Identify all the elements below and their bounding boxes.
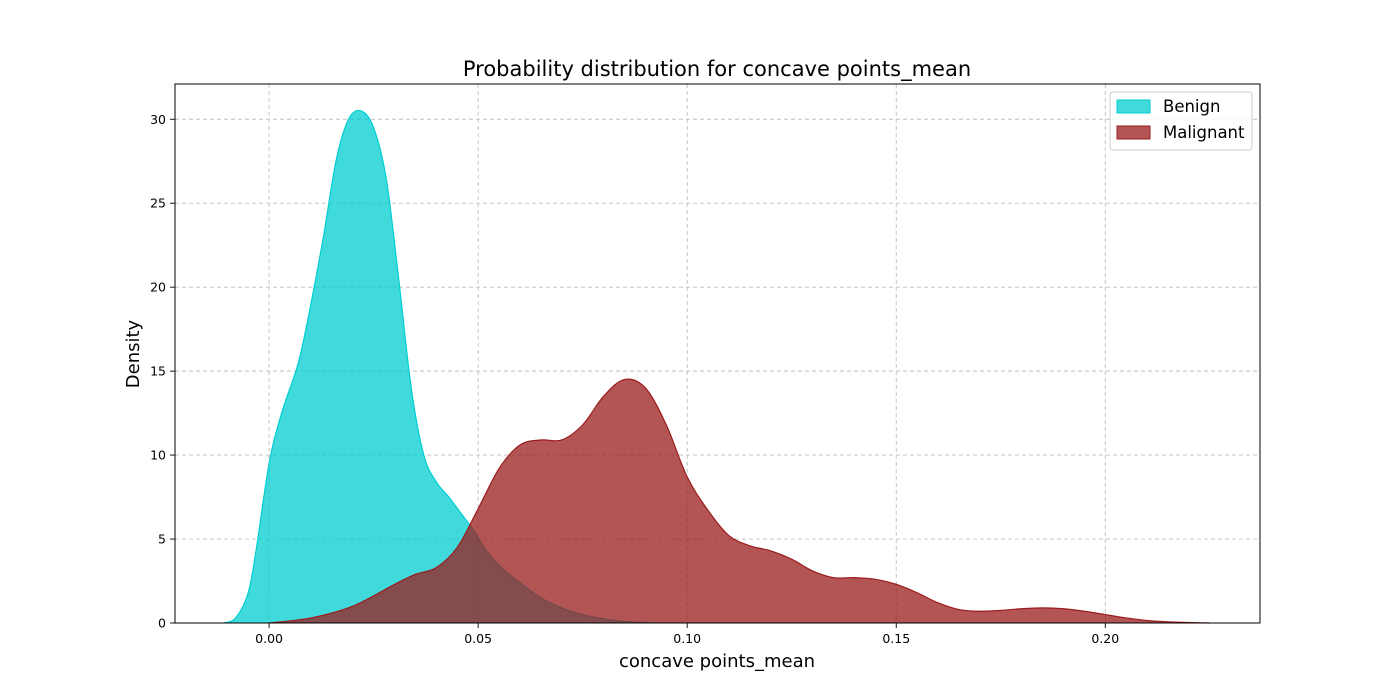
- y-tick-label-1: 5: [158, 532, 166, 547]
- x-axis-ticks: 0.00 0.05 0.10 0.15 0.20: [255, 623, 1119, 646]
- legend-swatch-benign: [1116, 99, 1151, 114]
- line-malignant: [269, 378, 1210, 624]
- y-tick-label-5: 25: [150, 196, 166, 211]
- x-tick-label-1: 0.05: [464, 631, 492, 646]
- legend-label-benign: Benign: [1163, 97, 1220, 116]
- area-malignant: [269, 379, 1210, 623]
- area-benign: [223, 110, 667, 624]
- x-axis-label: concave points_mean: [619, 651, 815, 672]
- y-tick-label-2: 10: [150, 448, 166, 463]
- x-tick-label-4: 0.20: [1091, 631, 1119, 646]
- y-tick-label-3: 15: [150, 364, 166, 379]
- legend-swatch-malignant: [1116, 125, 1151, 140]
- x-tick-label-3: 0.15: [882, 631, 910, 646]
- y-tick-label-0: 0: [158, 616, 166, 631]
- y-axis-label: Density: [123, 319, 144, 388]
- legend: Benign Malignant: [1109, 91, 1253, 151]
- series-areas: [222, 109, 1210, 624]
- chart-title: Probability distribution for concave poi…: [463, 57, 971, 82]
- x-tick-label-2: 0.10: [673, 631, 701, 646]
- x-tick-label-0: 0.00: [255, 631, 283, 646]
- y-tick-label-4: 20: [150, 280, 166, 295]
- y-tick-label-6: 30: [150, 112, 166, 127]
- y-axis-ticks: 0 5 10 15 20 25 30: [150, 112, 175, 631]
- plot-frame: [174, 83, 1261, 624]
- legend-label-malignant: Malignant: [1163, 123, 1245, 142]
